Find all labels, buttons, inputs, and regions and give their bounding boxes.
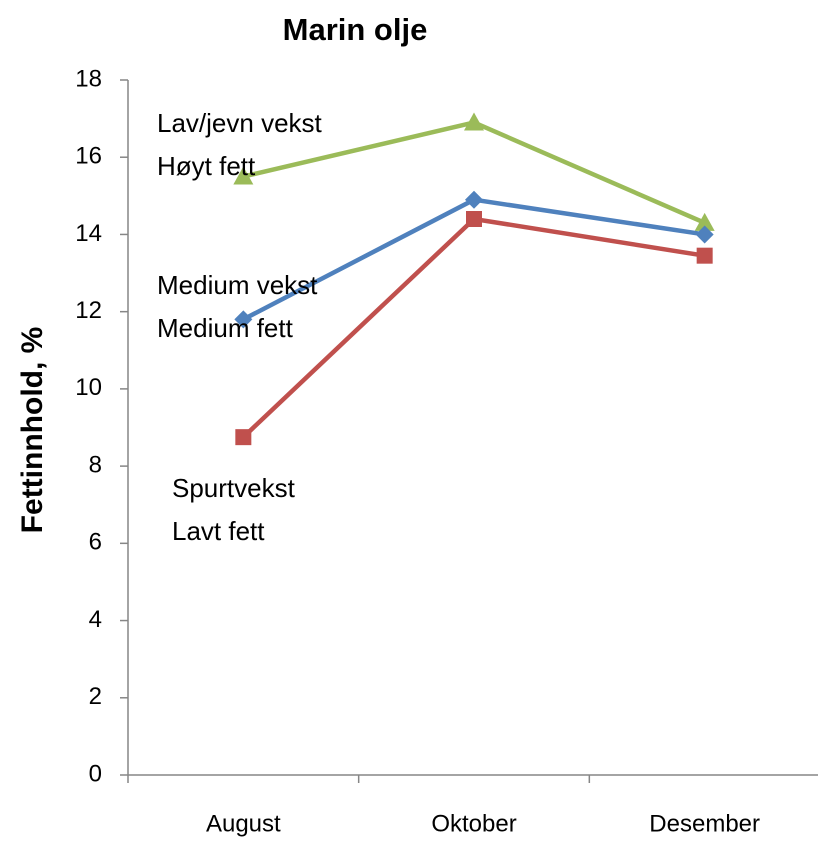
y-tick-label: 0 — [89, 760, 102, 787]
marker — [233, 166, 254, 185]
annotation: Lavt fett — [172, 516, 265, 546]
y-tick-label: 12 — [75, 297, 102, 324]
y-tick-label: 2 — [89, 683, 102, 710]
annotation: Medium fett — [157, 313, 294, 343]
x-tick-label: Oktober — [431, 810, 516, 837]
marker — [466, 211, 482, 227]
y-tick-label: 6 — [89, 529, 102, 556]
y-tick-label: 18 — [75, 65, 102, 92]
marker — [464, 112, 484, 131]
annotation: Høyt fett — [157, 151, 256, 181]
marker — [695, 225, 714, 244]
chart-title: Marin olje — [283, 12, 428, 47]
y-tick-label: 14 — [75, 220, 102, 247]
x-tick-label: August — [206, 810, 281, 837]
marker — [696, 247, 713, 264]
series-line — [241, 216, 706, 439]
y-tick-label: 10 — [75, 374, 102, 401]
annotation: Spurtvekst — [172, 473, 296, 503]
y-tick-label: 4 — [89, 606, 102, 633]
annotation: Lav/jevn vekst — [157, 108, 323, 138]
y-tick-label: 16 — [75, 143, 102, 170]
x-tick-label: Desember — [649, 810, 760, 837]
marker — [465, 190, 483, 209]
y-axis-label: Fettinnhold, % — [16, 327, 49, 534]
y-tick-label: 8 — [89, 451, 102, 478]
marker — [235, 429, 252, 446]
annotation: Medium vekst — [157, 270, 318, 300]
marker — [234, 310, 253, 329]
marker — [694, 212, 715, 231]
